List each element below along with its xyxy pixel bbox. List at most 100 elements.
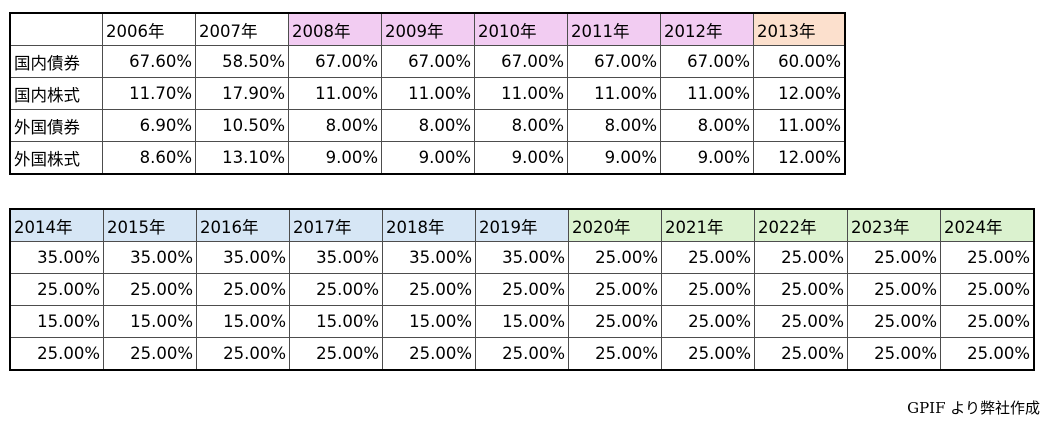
allocation-value: 25.00% bbox=[754, 241, 848, 274]
allocation-value: 67.00% bbox=[288, 45, 382, 78]
allocation-value: 9.00% bbox=[288, 141, 382, 174]
allocation-value: 58.50% bbox=[195, 45, 289, 78]
year-header: 2012年 bbox=[660, 13, 754, 46]
year-header: 2020年 bbox=[568, 209, 662, 242]
table-row: 国内株式 11.70% 17.90% 11.00% 11.00% 11.00% 11.00%… bbox=[10, 77, 845, 110]
table-row: 国内債券 67.60% 58.50% 67.00% 67.00% 67.00% 67.00%… bbox=[10, 45, 845, 78]
allocation-value: 8.60% bbox=[102, 141, 196, 174]
year-header: 2023年 bbox=[847, 209, 941, 242]
table-row: 15.00% 15.00% 15.00% 15.00% 15.00% 15.00% 25.0… bbox=[10, 305, 1034, 338]
allocation-value: 25.00% bbox=[754, 337, 848, 370]
allocation-value: 25.00% bbox=[847, 273, 941, 306]
allocation-value: 67.60% bbox=[102, 45, 196, 78]
allocation-value: 11.00% bbox=[753, 109, 845, 142]
allocation-value: 11.00% bbox=[567, 77, 661, 110]
allocation-value: 67.00% bbox=[660, 45, 754, 78]
header-row: 2006年 2007年 2008年 2009年 2010年 2011年 2012年 2013年 bbox=[10, 13, 845, 46]
allocation-value: 25.00% bbox=[940, 305, 1034, 338]
year-header: 2018年 bbox=[382, 209, 476, 242]
allocation-value: 25.00% bbox=[661, 337, 755, 370]
allocation-value: 35.00% bbox=[289, 241, 383, 274]
allocation-value: 25.00% bbox=[196, 273, 290, 306]
allocation-value: 15.00% bbox=[475, 305, 569, 338]
allocation-value: 8.00% bbox=[288, 109, 382, 142]
source-note: GPIF より弊社作成 bbox=[907, 399, 1040, 417]
table-row: 25.00% 25.00% 25.00% 25.00% 25.00% 25.00% 25.0… bbox=[10, 337, 1034, 370]
year-header: 2021年 bbox=[661, 209, 755, 242]
allocation-value: 25.00% bbox=[289, 337, 383, 370]
allocation-value: 35.00% bbox=[196, 241, 290, 274]
allocation-value: 11.00% bbox=[288, 77, 382, 110]
allocation-value: 25.00% bbox=[940, 241, 1034, 274]
asset-class-label: 国内債券 bbox=[10, 45, 103, 78]
allocation-value: 25.00% bbox=[10, 337, 104, 370]
allocation-value: 25.00% bbox=[289, 273, 383, 306]
allocation-value: 11.70% bbox=[102, 77, 196, 110]
year-header: 2008年 bbox=[288, 13, 382, 46]
allocation-value: 25.00% bbox=[754, 273, 848, 306]
allocation-value: 12.00% bbox=[753, 77, 845, 110]
allocation-value: 13.10% bbox=[195, 141, 289, 174]
allocation-value: 15.00% bbox=[103, 305, 197, 338]
year-header: 2022年 bbox=[754, 209, 848, 242]
allocation-value: 60.00% bbox=[753, 45, 845, 78]
year-header: 2019年 bbox=[475, 209, 569, 242]
allocation-value: 25.00% bbox=[10, 273, 104, 306]
allocation-value: 35.00% bbox=[382, 241, 476, 274]
allocation-value: 25.00% bbox=[940, 337, 1034, 370]
allocation-value: 17.90% bbox=[195, 77, 289, 110]
allocation-value: 25.00% bbox=[568, 305, 662, 338]
year-header: 2006年 bbox=[102, 13, 196, 46]
table-row: 外国債券 6.90% 10.50% 8.00% 8.00% 8.00% 8.00% 8.00%… bbox=[10, 109, 845, 142]
allocation-value: 8.00% bbox=[660, 109, 754, 142]
allocation-value: 25.00% bbox=[847, 241, 941, 274]
header-row: 2014年 2015年 2016年 2017年 2018年 2019年 2020年 2021年… bbox=[10, 209, 1034, 242]
corner-cell bbox=[10, 13, 103, 46]
allocation-value: 25.00% bbox=[754, 305, 848, 338]
allocation-table-2006-2013: 2006年 2007年 2008年 2009年 2010年 2011年 2012年 2013年… bbox=[9, 12, 846, 175]
allocation-value: 9.00% bbox=[660, 141, 754, 174]
allocation-value: 25.00% bbox=[382, 273, 476, 306]
allocation-value: 25.00% bbox=[103, 337, 197, 370]
allocation-table-2014-2024: 2014年 2015年 2016年 2017年 2018年 2019年 2020年 2021年… bbox=[9, 208, 1035, 371]
allocation-value: 8.00% bbox=[567, 109, 661, 142]
year-header: 2010年 bbox=[474, 13, 568, 46]
allocation-value: 15.00% bbox=[289, 305, 383, 338]
allocation-value: 25.00% bbox=[568, 273, 662, 306]
allocation-value: 6.90% bbox=[102, 109, 196, 142]
year-header: 2013年 bbox=[753, 13, 845, 46]
allocation-value: 9.00% bbox=[567, 141, 661, 174]
table-row: 外国株式 8.60% 13.10% 9.00% 9.00% 9.00% 9.00% 9.00%… bbox=[10, 141, 845, 174]
allocation-value: 25.00% bbox=[196, 337, 290, 370]
allocation-value: 15.00% bbox=[382, 305, 476, 338]
year-header: 2009年 bbox=[381, 13, 475, 46]
allocation-value: 8.00% bbox=[474, 109, 568, 142]
allocation-value: 35.00% bbox=[10, 241, 104, 274]
allocation-value: 9.00% bbox=[474, 141, 568, 174]
allocation-value: 25.00% bbox=[568, 241, 662, 274]
year-header: 2007年 bbox=[195, 13, 289, 46]
allocation-value: 11.00% bbox=[660, 77, 754, 110]
allocation-value: 25.00% bbox=[475, 273, 569, 306]
year-header: 2017年 bbox=[289, 209, 383, 242]
year-header: 2015年 bbox=[103, 209, 197, 242]
allocation-value: 25.00% bbox=[475, 337, 569, 370]
allocation-value: 25.00% bbox=[847, 337, 941, 370]
allocation-value: 11.00% bbox=[381, 77, 475, 110]
allocation-value: 15.00% bbox=[196, 305, 290, 338]
allocation-value: 35.00% bbox=[475, 241, 569, 274]
year-header: 2014年 bbox=[10, 209, 104, 242]
year-header: 2011年 bbox=[567, 13, 661, 46]
year-header: 2016年 bbox=[196, 209, 290, 242]
allocation-value: 10.50% bbox=[195, 109, 289, 142]
allocation-value: 8.00% bbox=[381, 109, 475, 142]
allocation-value: 25.00% bbox=[940, 273, 1034, 306]
allocation-value: 15.00% bbox=[10, 305, 104, 338]
allocation-value: 11.00% bbox=[474, 77, 568, 110]
allocation-value: 25.00% bbox=[661, 305, 755, 338]
allocation-value: 25.00% bbox=[568, 337, 662, 370]
table-row: 25.00% 25.00% 25.00% 25.00% 25.00% 25.00% 25.0… bbox=[10, 273, 1034, 306]
allocation-value: 25.00% bbox=[103, 273, 197, 306]
asset-class-label: 外国債券 bbox=[10, 109, 103, 142]
allocation-value: 25.00% bbox=[382, 337, 476, 370]
